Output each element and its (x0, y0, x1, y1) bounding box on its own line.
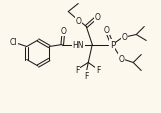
Text: O: O (94, 13, 100, 22)
Text: F: F (96, 65, 100, 74)
Text: F: F (84, 71, 88, 80)
Text: O: O (75, 17, 81, 26)
Text: O: O (121, 33, 127, 42)
Text: HN: HN (72, 41, 84, 50)
Text: P: P (110, 41, 115, 50)
Text: O: O (118, 54, 124, 63)
Text: Cl: Cl (10, 38, 18, 47)
Text: O: O (60, 27, 66, 36)
Text: O: O (103, 26, 109, 35)
Text: F: F (75, 65, 79, 74)
